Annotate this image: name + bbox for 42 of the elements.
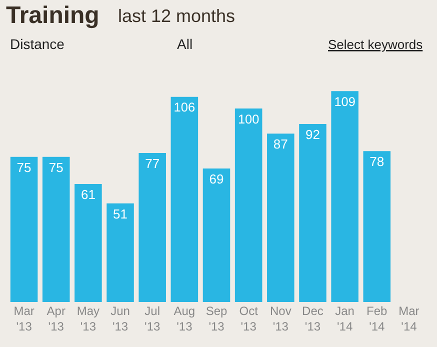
x-tick-label: Jan '14	[335, 304, 354, 334]
text: Distance	[10, 36, 65, 52]
x-tick-label: Nov '13	[270, 304, 292, 334]
data-label: 75	[16, 160, 32, 175]
x-tick-label: Mar '14	[398, 304, 420, 334]
data-label: 87	[273, 136, 288, 152]
x-tick-label: Dec '13	[302, 304, 324, 334]
data-label: 75	[48, 160, 64, 175]
chart-title: Training	[6, 2, 100, 29]
x-tick-label: Jul '13	[144, 304, 160, 334]
data-label: 77	[145, 156, 160, 172]
x-tick-label: Jun '13	[110, 304, 130, 334]
bar	[331, 91, 358, 302]
bar	[234, 108, 262, 302]
bar	[170, 96, 198, 302]
bar	[363, 151, 391, 302]
text: Select keywords	[328, 37, 424, 52]
bar	[202, 168, 230, 302]
data-label: 51	[113, 206, 128, 222]
chart-subtitle: last 12 months	[118, 6, 236, 26]
x-tick-label: Aug '13	[174, 304, 196, 334]
bar	[42, 156, 70, 302]
x-tick-label: Feb '14	[366, 304, 388, 334]
text: All	[177, 36, 193, 52]
data-label: 69	[209, 171, 224, 186]
x-tick-label: Apr '13	[46, 304, 66, 334]
data-label: 109	[334, 94, 356, 109]
data-label: 100	[238, 111, 260, 126]
bar	[299, 124, 326, 302]
bar	[106, 203, 134, 302]
bar	[138, 153, 166, 302]
data-label: 106	[174, 100, 196, 115]
x-tick-label: May '13	[76, 304, 100, 334]
bar	[74, 184, 102, 302]
x-tick-label: Oct '13	[239, 304, 259, 334]
bar	[267, 134, 294, 302]
x-tick-label: Sep '13	[206, 304, 228, 334]
data-label: 78	[370, 154, 384, 170]
data-label: 92	[305, 126, 320, 142]
x-tick-label: Mar '13	[14, 304, 34, 334]
data-label: 61	[80, 186, 96, 202]
bar	[10, 156, 38, 302]
